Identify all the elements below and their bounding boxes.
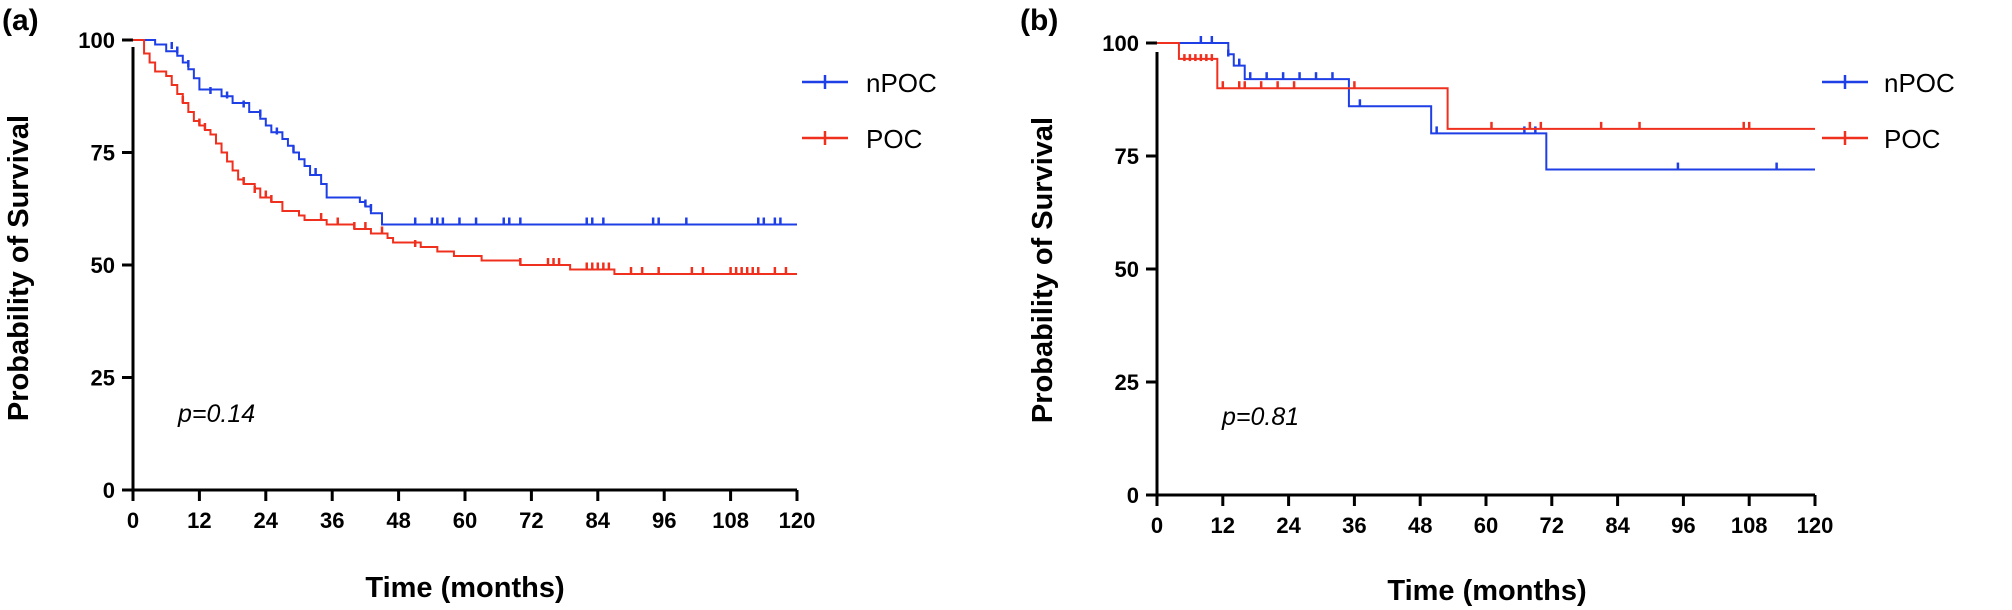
x-tick-label: 120 xyxy=(779,508,816,533)
y-tick-label: 100 xyxy=(1102,31,1139,56)
panel-b-y-ticks: 0 25 50 75 100 xyxy=(1102,31,1157,508)
x-tick-label: 108 xyxy=(712,508,749,533)
km-curve-poc xyxy=(133,39,797,275)
panel-b-p-value: p=0.81 xyxy=(1221,403,1299,431)
km-curve-poc xyxy=(1157,42,1815,130)
panel-a: (a) 0 25 50 75 100 0 12 24 36 48 60 72 84 96 108 120 P… xyxy=(2,4,937,604)
y-tick-label: 25 xyxy=(91,366,115,391)
panel-a-legend: nPOC POC xyxy=(802,68,937,154)
panel-a-series xyxy=(133,39,797,275)
panel-b-y-axis-title: Probability of Survival xyxy=(1027,117,1059,423)
x-tick-label: 84 xyxy=(586,508,611,533)
km-curve-npoc xyxy=(1157,42,1815,171)
x-tick-label: 84 xyxy=(1605,513,1630,538)
y-tick-label: 0 xyxy=(103,478,115,503)
panel-a-x-axis-title: Time (months) xyxy=(365,572,564,604)
y-tick-label: 75 xyxy=(91,141,115,166)
x-tick-label: 12 xyxy=(187,508,211,533)
x-tick-label: 60 xyxy=(1474,513,1498,538)
panel-a-legend-npoc-label: nPOC xyxy=(866,68,937,98)
x-tick-label: 24 xyxy=(254,508,279,533)
x-tick-label: 24 xyxy=(1276,513,1301,538)
y-tick-label: 100 xyxy=(78,28,115,53)
y-tick-label: 50 xyxy=(91,253,115,278)
x-tick-label: 36 xyxy=(1342,513,1366,538)
x-tick-label: 72 xyxy=(1540,513,1564,538)
x-tick-label: 96 xyxy=(1671,513,1695,538)
x-tick-label: 48 xyxy=(386,508,410,533)
km-curve-npoc xyxy=(133,39,797,226)
panel-a-p-value: p=0.14 xyxy=(177,400,255,428)
panel-a-label: (a) xyxy=(2,4,39,37)
y-tick-label: 25 xyxy=(1115,370,1139,395)
panel-b-legend-npoc-label: nPOC xyxy=(1884,68,1955,98)
x-tick-label: 72 xyxy=(519,508,543,533)
x-tick-label: 60 xyxy=(453,508,477,533)
panel-b-label: (b) xyxy=(1020,4,1058,37)
y-tick-label: 50 xyxy=(1115,257,1139,282)
panel-b-legend: nPOC POC xyxy=(1822,68,1955,154)
x-tick-label: 96 xyxy=(652,508,676,533)
x-tick-label: 108 xyxy=(1731,513,1768,538)
panel-a-y-axis-title: Probability of Survival xyxy=(3,115,35,421)
panel-a-legend-poc-label: POC xyxy=(866,124,922,154)
y-tick-label: 0 xyxy=(1127,483,1139,508)
x-tick-label: 48 xyxy=(1408,513,1432,538)
x-tick-label: 12 xyxy=(1211,513,1235,538)
panel-b-series xyxy=(1157,36,1815,171)
panel-b-legend-poc-label: POC xyxy=(1884,124,1940,154)
x-tick-label: 120 xyxy=(1797,513,1834,538)
panel-a-y-ticks: 0 25 50 75 100 xyxy=(78,28,133,503)
panel-b-x-ticks: 0 12 24 36 48 60 72 84 96 108 120 xyxy=(1151,495,1833,538)
x-tick-label: 36 xyxy=(320,508,344,533)
y-tick-label: 75 xyxy=(1115,144,1139,169)
panel-a-x-ticks: 0 12 24 36 48 60 72 84 96 108 120 xyxy=(127,490,815,533)
panel-b: (b) 0 25 50 75 100 0 12 24 36 48 60 72 84 96 108 120 P… xyxy=(1020,4,1955,607)
x-tick-label: 0 xyxy=(1151,513,1163,538)
panel-b-x-axis-title: Time (months) xyxy=(1387,575,1586,607)
x-tick-label: 0 xyxy=(127,508,139,533)
